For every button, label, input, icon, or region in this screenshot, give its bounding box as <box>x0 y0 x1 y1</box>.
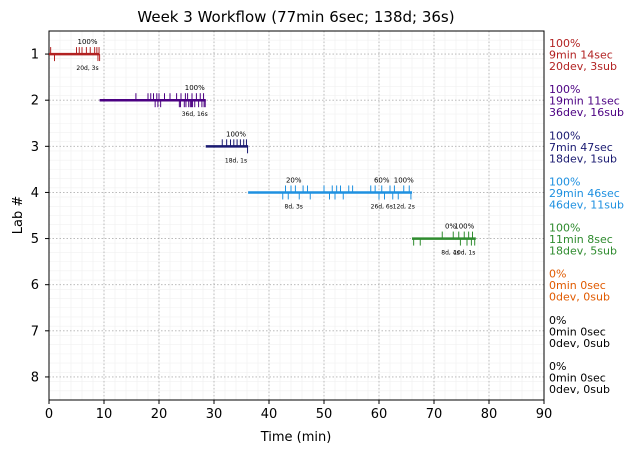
completion-label: 100% <box>454 223 474 231</box>
summary-line: 0dev, 0sub <box>549 337 610 350</box>
y-tick-label: 7 <box>31 324 39 339</box>
lab-lanes: 100% 20d, 3s 100% 36d, 16s 100% 18d, 1s 20% 8d,… <box>49 38 476 257</box>
lab-3-lane: 100% 18d, 1s <box>205 130 249 164</box>
summary-line: 0% <box>549 314 566 327</box>
completion-label: 60% <box>374 176 390 184</box>
summary-line: 36dev, 16sub <box>549 106 624 119</box>
x-axis-label: Time (min) <box>260 430 332 445</box>
y-tick-label: 6 <box>31 278 39 293</box>
event-count-label: 20d, 3s <box>76 65 98 72</box>
summary-line: 18dev, 1sub <box>549 152 617 165</box>
event-count-label: 36d, 16s <box>182 111 208 118</box>
event-count-label: 12d, 2s <box>393 203 415 210</box>
x-tick-label: 60 <box>371 407 388 422</box>
summary-line: 11min 8sec <box>549 233 613 246</box>
summary-line: 0% <box>549 268 566 281</box>
x-tick-label: 90 <box>536 407 553 422</box>
x-tick-label: 80 <box>481 407 498 422</box>
event-count-label: 10d, 1s <box>453 250 475 257</box>
event-count-label: 26d, 6s <box>371 203 393 210</box>
summary-line: 0min 0sec <box>549 371 606 384</box>
summary-line: 46dev, 11sub <box>549 198 624 211</box>
y-tick-label: 2 <box>31 94 39 109</box>
minor-grid <box>48 30 545 401</box>
summary-line: 100% <box>549 83 580 96</box>
summary-line: 100% <box>549 175 580 188</box>
summary-line: 100% <box>549 129 580 142</box>
chart-title: Week 3 Workflow (77min 6sec; 138d; 36s) <box>137 8 454 26</box>
lab-4-lane: 20% 8d, 3s 60% 26d, 6s 100% 12d, 2s <box>248 176 415 210</box>
x-tick-label: 0 <box>45 407 53 422</box>
event-count-label: 8d, 4s <box>441 250 459 257</box>
completion-label: 100% <box>394 176 414 184</box>
lab-5-lane: 0% 8d, 4s 100% 10d, 1s <box>412 223 476 257</box>
completion-label: 100% <box>226 130 246 138</box>
x-tick-label: 70 <box>426 407 443 422</box>
summary-line: 100% <box>549 37 580 50</box>
x-axis: 0 10 20 30 40 50 60 70 80 90 <box>45 400 552 422</box>
y-tick-label: 8 <box>31 370 39 385</box>
summary-line: 9min 14sec <box>549 49 613 62</box>
completion-label: 20% <box>286 176 302 184</box>
summary-line: 0dev, 0sub <box>549 291 610 304</box>
y-tick-label: 5 <box>31 232 39 247</box>
summary-line: 0% <box>549 360 566 373</box>
x-tick-label: 50 <box>316 407 333 422</box>
plot-frame <box>48 30 545 401</box>
summary-line: 29min 46sec <box>549 187 620 200</box>
event-count-label: 8d, 3s <box>285 203 303 210</box>
summary-line: 20dev, 3sub <box>549 60 617 73</box>
lab-2-lane: 100% 36d, 16s <box>99 84 208 118</box>
y-tick-label: 3 <box>31 140 39 155</box>
summary-line: 18dev, 5sub <box>549 245 617 258</box>
summary-line: 19min 11sec <box>549 95 620 108</box>
completion-label: 100% <box>185 84 205 92</box>
x-tick-label: 30 <box>206 407 223 422</box>
summary-line: 0min 0sec <box>549 325 606 338</box>
y-tick-label: 1 <box>31 48 39 63</box>
summary-line: 0dev, 0sub <box>549 383 610 396</box>
x-tick-label: 40 <box>261 407 278 422</box>
x-tick-label: 20 <box>151 407 168 422</box>
completion-label: 0% <box>445 223 456 231</box>
lab-1-lane: 100% 20d, 3s <box>49 38 101 72</box>
summary-line: 100% <box>549 222 580 235</box>
x-tick-label: 10 <box>96 407 113 422</box>
summary-line: 0min 0sec <box>549 279 606 292</box>
y-tick-label: 4 <box>31 186 39 201</box>
event-count-label: 18d, 1s <box>225 157 247 164</box>
y-axis: 1 2 3 4 5 6 7 8 <box>31 48 49 385</box>
completion-label: 100% <box>77 38 97 46</box>
y-axis-label: Lab # <box>11 196 26 235</box>
summary-line: 7min 47sec <box>549 141 613 154</box>
